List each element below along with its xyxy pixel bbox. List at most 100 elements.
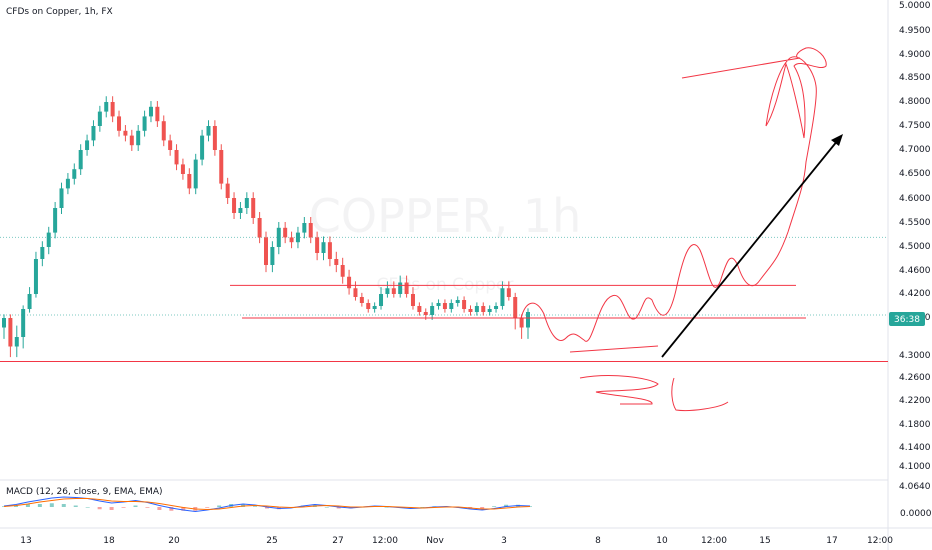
price-tick-label: 5.0000	[899, 1, 931, 11]
price-tick-label: 4.9000	[899, 50, 931, 60]
candle	[398, 275, 403, 298]
price-tick-label: 4.2200	[899, 396, 931, 406]
time-tick-label: Nov	[426, 536, 444, 546]
signal-line	[3, 498, 531, 511]
macd-histogram-bar	[25, 504, 30, 507]
candle	[404, 275, 409, 298]
macd-label: MACD (12, 26, close, 9, EMA, EMA)	[6, 487, 163, 497]
time-tick-label: 12:00	[867, 536, 893, 546]
candle	[225, 177, 230, 204]
candle	[148, 101, 153, 123]
candle	[321, 236, 326, 261]
price-badge-text: 36:38	[894, 315, 920, 325]
time-tick-label: 20	[168, 536, 180, 546]
price-tick-label: 4.5000	[899, 242, 931, 252]
time-tick-label: 12:00	[701, 536, 727, 546]
candle	[295, 226, 300, 249]
price-tick-label: 4.1400	[899, 443, 931, 453]
drawing-annotations[interactable]	[520, 47, 827, 411]
candle	[481, 302, 486, 316]
candle	[117, 110, 122, 137]
macd-histogram-bar	[133, 505, 138, 507]
horizontal-levels[interactable]	[0, 284, 888, 362]
candle	[27, 287, 32, 313]
candle	[212, 120, 217, 156]
macd-axis-label: 0.0000	[900, 509, 932, 519]
candle	[436, 299, 441, 310]
candle	[123, 125, 128, 142]
trend-arrow-line[interactable]	[661, 139, 839, 358]
macd-histogram-bar	[37, 504, 42, 507]
price-tick-label: 4.7500	[899, 121, 931, 131]
trend-arrow-head	[831, 134, 843, 146]
macd-histogram-bar	[85, 507, 90, 508]
candle	[85, 134, 90, 156]
price-axis[interactable]: 5.0000 4.9500 4.9000 4.8500 4.8000 4.7500 4.70…	[899, 1, 931, 492]
price-tick-label: 4.0640	[899, 482, 931, 492]
macd-histogram-bar	[492, 506, 497, 507]
macd-histogram-bar	[480, 507, 485, 509]
candle	[276, 222, 281, 255]
candle	[308, 217, 313, 244]
price-tick-label: 4.6500	[899, 169, 931, 179]
macd-histogram-bar	[217, 505, 222, 507]
projection-path[interactable]	[520, 47, 827, 342]
candle	[513, 292, 518, 330]
candle	[14, 325, 19, 358]
candle	[200, 129, 205, 166]
macd-histogram-bar	[336, 507, 341, 509]
macd-histogram-bar	[157, 507, 162, 510]
macd-histogram-bar	[145, 507, 150, 508]
price-tick-label: 4.2600	[899, 373, 931, 383]
candle	[97, 105, 102, 132]
price-tick-label: 4.7000	[899, 145, 931, 155]
time-tick-label: 27	[332, 536, 343, 546]
time-tick-label: 15	[759, 536, 770, 546]
candle	[494, 302, 499, 313]
macd-histogram-bar	[169, 507, 174, 511]
candle	[462, 296, 467, 313]
macd-histogram-bar	[13, 505, 18, 507]
price-tick-label: 4.8000	[899, 97, 931, 107]
candle	[238, 202, 243, 219]
time-axis[interactable]: 13 18 20 25 27 12:00 Nov 3 8 10 12:00 15 17 12:00	[20, 536, 893, 546]
candle	[340, 257, 345, 284]
candle	[219, 144, 224, 190]
downside-scribble[interactable]	[579, 375, 729, 411]
candle	[359, 292, 364, 307]
time-tick-label: 8	[595, 536, 601, 546]
macd-histogram-bar	[324, 507, 329, 508]
candle	[283, 222, 288, 244]
candle	[33, 251, 38, 298]
price-tick-label: 4.3000	[899, 351, 931, 361]
macd-line	[3, 496, 531, 513]
candle	[136, 125, 141, 151]
candle	[270, 241, 275, 273]
price-tick-label: 4.5500	[899, 218, 931, 228]
candle	[353, 281, 358, 301]
candle	[372, 302, 377, 313]
candle	[168, 134, 173, 156]
macd-histogram-bar	[121, 507, 126, 508]
candle	[455, 296, 460, 307]
candle	[430, 302, 435, 320]
candle	[468, 305, 473, 316]
dotted-levels	[0, 236, 888, 316]
time-tick-label: 10	[656, 536, 668, 546]
candle	[21, 305, 26, 349]
candle	[142, 110, 147, 137]
candle	[487, 305, 492, 316]
candle	[193, 153, 198, 195]
watermark-symbol: COPPER, 1h	[309, 189, 582, 243]
candle	[327, 236, 332, 267]
candle	[65, 173, 70, 195]
time-tick-label: 13	[20, 536, 31, 546]
macd-histogram-bar	[2, 506, 6, 507]
support-wedge-line[interactable]	[569, 345, 659, 353]
price-tick-label: 4.1800	[899, 420, 931, 430]
time-tick-label: 3	[501, 536, 507, 546]
candles	[2, 96, 530, 358]
candle	[46, 226, 51, 255]
candle	[410, 287, 415, 310]
